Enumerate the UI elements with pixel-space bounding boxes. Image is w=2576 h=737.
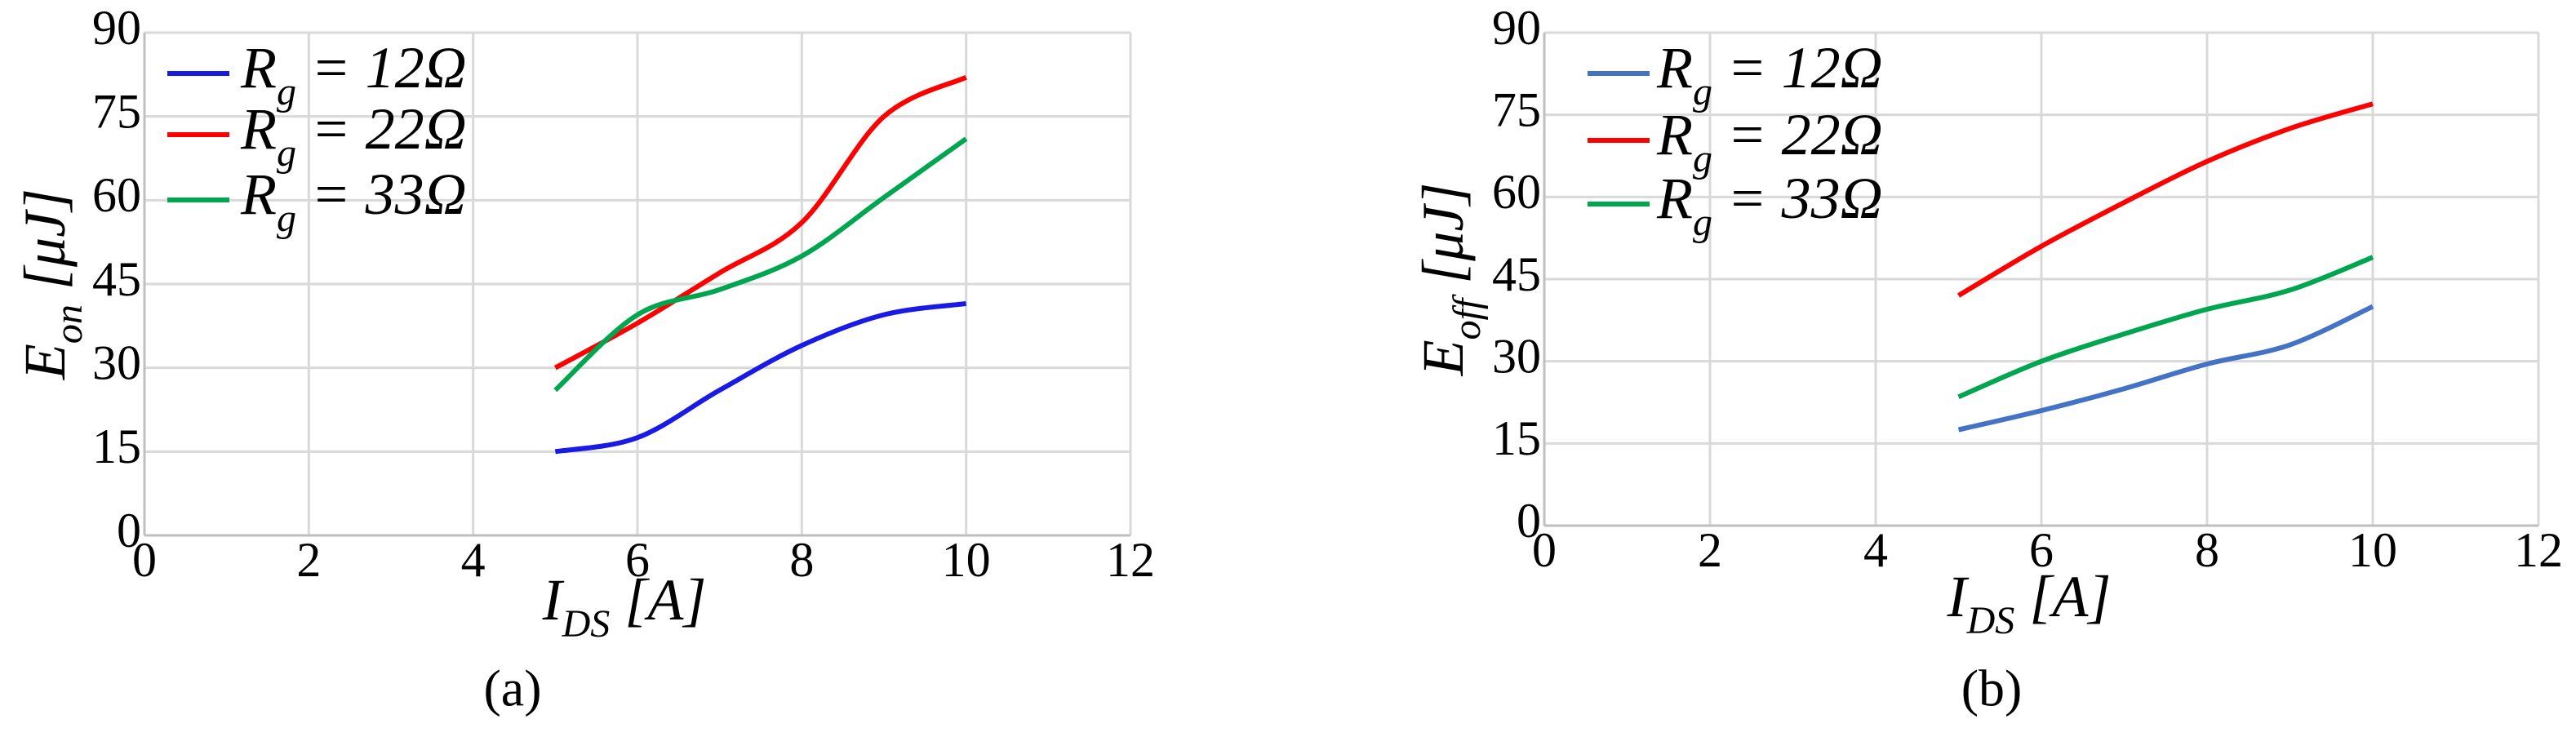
x-axis-label-part: DS bbox=[1966, 599, 2015, 642]
y-axis-label-part: E bbox=[12, 344, 78, 380]
legend-label-part: = 12Ω bbox=[296, 35, 467, 100]
y-axis-label-part: [μJ] bbox=[12, 189, 78, 304]
x-axis-label-part: [A] bbox=[610, 567, 706, 633]
x-tick-label: 10 bbox=[2348, 523, 2397, 577]
x-tick-label: 12 bbox=[1106, 533, 1155, 587]
x-tick-label: 0 bbox=[132, 533, 157, 587]
x-axis-label-part: [A] bbox=[2014, 564, 2111, 629]
legend-label-part: R bbox=[1656, 102, 1693, 167]
legend-label-part: R bbox=[240, 162, 277, 227]
legend-label-part: R bbox=[1656, 35, 1693, 100]
y-tick-label: 60 bbox=[92, 168, 141, 222]
y-tick-label: 30 bbox=[92, 335, 141, 389]
legend-label: Rg = 22Ω bbox=[1656, 102, 1883, 180]
y-axis-label-part: off bbox=[1446, 294, 1489, 340]
legend-label-part: = 33Ω bbox=[296, 162, 467, 227]
y-axis-label-part: on bbox=[47, 304, 91, 344]
y-tick-label: 45 bbox=[1492, 247, 1541, 301]
y-tick-label: 60 bbox=[1492, 165, 1541, 219]
legend-label-part: g bbox=[1693, 201, 1712, 244]
legend-label-part: g bbox=[277, 197, 296, 240]
legend-label-part: R bbox=[240, 96, 277, 162]
series-line bbox=[1957, 255, 2374, 400]
y-axis-label-part: [μJ] bbox=[1410, 183, 1476, 299]
x-axis-label: IDS [A] bbox=[542, 567, 707, 646]
legend-label-part: R bbox=[240, 35, 277, 100]
legend-label: Rg = 22Ω bbox=[240, 96, 467, 175]
legend-label-part: g bbox=[277, 70, 296, 113]
x-tick-label: 8 bbox=[789, 533, 814, 587]
y-tick-label: 0 bbox=[117, 504, 141, 557]
y-tick-label: 75 bbox=[92, 84, 141, 138]
series-line bbox=[554, 300, 967, 455]
x-axis-label: IDS [A] bbox=[1947, 564, 2112, 642]
series-line bbox=[1957, 304, 2374, 433]
legend-label: Rg = 12Ω bbox=[1656, 35, 1883, 113]
y-axis-label: Eoff [μJ] bbox=[1410, 183, 1489, 377]
y-tick-label: 15 bbox=[92, 420, 141, 473]
x-tick-label: 6 bbox=[2029, 523, 2054, 577]
y-tick-label: 90 bbox=[92, 1, 141, 55]
y-tick-label: 15 bbox=[1492, 411, 1541, 465]
y-tick-label: 45 bbox=[92, 252, 141, 306]
legend-label: Rg = 12Ω bbox=[240, 35, 467, 113]
legend-label-part: g bbox=[277, 131, 296, 175]
x-tick-label: 6 bbox=[625, 533, 650, 587]
y-tick-label: 75 bbox=[1492, 82, 1541, 136]
x-tick-label: 0 bbox=[1532, 523, 1557, 577]
legend-label: Rg = 33Ω bbox=[1656, 166, 1883, 244]
series-line bbox=[553, 75, 967, 371]
x-axis-label-part: DS bbox=[562, 602, 611, 646]
x-tick-label: 2 bbox=[296, 533, 321, 587]
x-tick-label: 10 bbox=[942, 533, 991, 587]
x-axis-label-part: I bbox=[1947, 564, 1970, 629]
legend-label-part: = 22Ω bbox=[296, 96, 467, 162]
caption: (b) bbox=[1961, 659, 2023, 717]
legend-label-part: R bbox=[1656, 166, 1693, 231]
y-tick-label: 0 bbox=[1517, 494, 1541, 548]
legend-label: Rg = 33Ω bbox=[240, 162, 467, 240]
series-line bbox=[1956, 101, 2374, 298]
legend-label-part: = 33Ω bbox=[1712, 166, 1883, 231]
legend-label-part: = 12Ω bbox=[1712, 35, 1883, 100]
y-tick-label: 90 bbox=[1492, 1, 1541, 55]
y-axis-label-part: E bbox=[1410, 340, 1476, 376]
series-line bbox=[553, 136, 968, 393]
legend-label-part: g bbox=[1693, 137, 1712, 180]
x-axis-label-part: I bbox=[542, 567, 565, 633]
x-tick-label: 4 bbox=[1863, 523, 1888, 577]
x-tick-label: 8 bbox=[2195, 523, 2219, 577]
x-tick-label: 12 bbox=[2514, 523, 2563, 577]
x-tick-label: 4 bbox=[461, 533, 486, 587]
y-tick-label: 30 bbox=[1492, 329, 1541, 383]
caption: (a) bbox=[483, 659, 541, 717]
legend-label-part: g bbox=[1693, 70, 1712, 113]
y-axis-label: Eon [μJ] bbox=[12, 189, 91, 380]
x-tick-label: 2 bbox=[1698, 523, 1722, 577]
legend-label-part: = 22Ω bbox=[1712, 102, 1883, 167]
